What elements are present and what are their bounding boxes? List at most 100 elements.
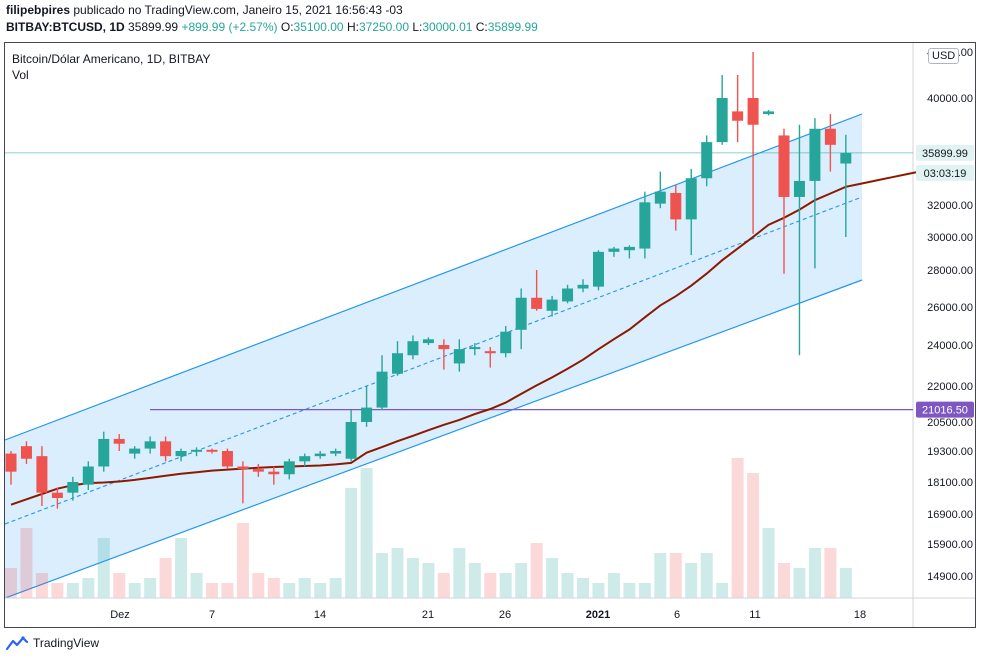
volume-bar xyxy=(376,553,389,598)
volume-bar xyxy=(716,583,729,598)
volume-bar xyxy=(530,543,543,598)
volume-bar xyxy=(66,583,79,598)
volume-bar xyxy=(205,583,218,598)
volume-bar xyxy=(236,523,249,598)
x-tick-label: 18 xyxy=(854,609,866,621)
y-tick-label: 16900.00 xyxy=(927,509,973,521)
volume-bar xyxy=(20,528,33,598)
author-name: filipebpires xyxy=(6,3,71,17)
candle-body xyxy=(484,351,496,354)
candle-body xyxy=(392,353,403,374)
volume-bar xyxy=(453,548,466,598)
candle-body xyxy=(98,438,110,467)
volume-bar xyxy=(762,528,775,598)
footer-brand[interactable]: TradingView xyxy=(6,636,99,650)
symbol-label: BITBAY:BTCUSD, 1D xyxy=(6,20,125,34)
x-tick-label: Dez xyxy=(110,609,130,621)
y-tick-label: 19300.00 xyxy=(927,446,973,458)
volume-bar xyxy=(437,573,450,598)
candle-body xyxy=(654,191,666,204)
volume-bar xyxy=(391,548,404,598)
volume-bar xyxy=(97,538,110,598)
volume-bar xyxy=(700,553,713,598)
tradingview-logo-icon xyxy=(6,636,28,650)
footer-brand-label: TradingView xyxy=(33,636,100,650)
volume-bar xyxy=(747,473,760,598)
candle-body xyxy=(129,448,141,454)
candle-body xyxy=(113,438,125,444)
candle-body xyxy=(438,345,450,350)
x-tick-label: 7 xyxy=(209,609,215,621)
candle-body xyxy=(809,128,821,181)
y-tick-label: 40000.00 xyxy=(927,93,973,105)
high-label: H: xyxy=(346,20,359,34)
candle-body xyxy=(500,331,512,354)
volume-bar xyxy=(824,548,837,598)
candle-body xyxy=(268,471,280,475)
candle-body xyxy=(824,128,836,145)
chart-legend-title[interactable]: Bitcoin/Dólar Americano, 1D, BITBAY xyxy=(12,52,211,66)
volume-bar xyxy=(128,583,141,598)
volume-bar xyxy=(499,573,512,598)
volume-bar xyxy=(345,488,358,598)
candle-body xyxy=(51,492,63,498)
volume-bar xyxy=(283,583,296,598)
channel-mid-line xyxy=(4,196,863,525)
candle-body xyxy=(577,284,589,289)
ohlc-header: BITBAY:BTCUSD, 1D 35899.99 +899.99 (+2.5… xyxy=(6,20,538,34)
candle-body xyxy=(732,111,744,121)
candle-body xyxy=(608,248,620,252)
volume-bar xyxy=(144,578,157,598)
volume-bar xyxy=(778,563,790,598)
countdown-label-bg xyxy=(916,164,974,181)
open-value: 35100.00 xyxy=(293,20,344,34)
y-tick-label: 30000.00 xyxy=(927,232,973,244)
volume-bar xyxy=(329,578,342,598)
candle-body xyxy=(330,451,342,454)
volume-bar xyxy=(669,553,682,598)
candle-body xyxy=(67,482,79,493)
last-price-label: 35899.99 xyxy=(922,148,968,160)
candle-body xyxy=(361,407,373,422)
x-tick-label: 26 xyxy=(499,609,511,621)
volume-bar xyxy=(35,573,48,598)
y-tick-label: 18100.00 xyxy=(927,477,973,489)
candle-body xyxy=(237,466,249,470)
volume-bar xyxy=(592,583,605,598)
candle-body xyxy=(160,441,172,457)
x-tick-label: 6 xyxy=(674,609,680,621)
volume-bar xyxy=(5,568,17,598)
candle-body xyxy=(793,180,805,197)
volume-legend[interactable]: Vol xyxy=(12,68,29,82)
candle-body xyxy=(20,446,32,459)
candle-body xyxy=(345,422,357,459)
candle-body xyxy=(701,142,713,179)
candle-body xyxy=(747,98,759,125)
x-tick-label: 2021 xyxy=(586,609,610,621)
open-label: O: xyxy=(280,20,294,34)
x-tick-label: 11 xyxy=(749,609,760,621)
volume-bar xyxy=(623,583,636,598)
chart-frame xyxy=(4,42,976,628)
volume-bar xyxy=(546,558,559,598)
y-tick-label: 28000.00 xyxy=(927,265,973,277)
currency-badge[interactable]: USD xyxy=(928,48,960,64)
volume-bar xyxy=(159,558,172,598)
channel-upper-line xyxy=(4,113,863,441)
y-tick-label: 20500.00 xyxy=(927,417,973,429)
moving-average-line xyxy=(10,169,924,506)
volume-bar xyxy=(252,573,265,598)
candle-body xyxy=(623,246,635,251)
high-value: 37250.00 xyxy=(358,20,409,34)
candle-body xyxy=(407,341,419,356)
volume-bar xyxy=(314,583,327,598)
candle-body xyxy=(314,453,326,457)
volume-bar xyxy=(51,583,64,598)
volume-bar xyxy=(82,578,95,598)
candle-body xyxy=(191,449,203,452)
candle-body xyxy=(546,299,558,311)
close-label: C: xyxy=(475,20,488,34)
publish-info: filipebpires publicado no TradingView.co… xyxy=(6,3,403,17)
y-tick-label: 32000.00 xyxy=(927,200,973,212)
